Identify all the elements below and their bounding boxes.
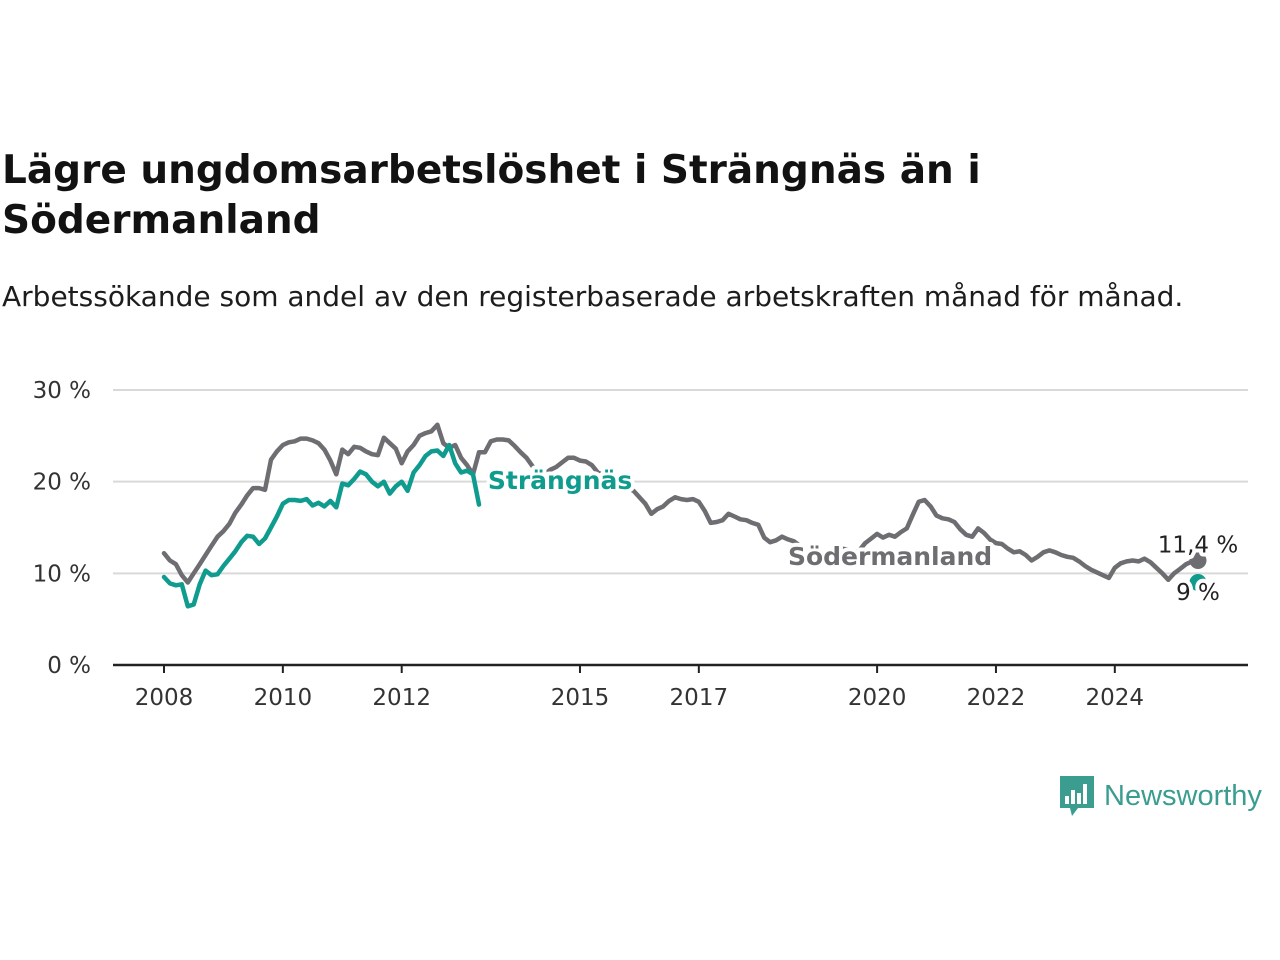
series-label-strangnas-halo: Strängnäs — [488, 466, 632, 495]
chart-title: Lägre ungdomsarbetslöshet i Strängnäs än… — [2, 148, 981, 243]
series-label-sodermanland: Södermanland — [788, 542, 992, 571]
newsworthy-brand: Newsworthy — [1058, 774, 1262, 818]
end-marker-strangnas — [1189, 574, 1207, 591]
newsworthy-wordmark: Newsworthy — [1104, 779, 1262, 812]
line-chart: SträngnäsSträngnäsSödermanlandSödermanla… — [33, 378, 1248, 711]
series-label-strangnas: Strängnäs — [488, 466, 632, 495]
end-marker-sodermanland — [1189, 552, 1207, 569]
y-tick-label: 30 % — [33, 378, 91, 404]
end-value-label-strangnas: 9 % — [1176, 580, 1220, 606]
series-label-sodermanland-halo: Södermanland — [788, 542, 992, 571]
x-tick-label: 2017 — [670, 685, 729, 711]
series-line-södermanland — [161, 422, 1201, 585]
x-tick-label: 2008 — [135, 685, 194, 711]
y-tick-label: 10 % — [33, 561, 91, 587]
series-line-strängnäs — [161, 442, 482, 609]
x-tick-label: 2012 — [372, 685, 431, 711]
end-value-label-sodermanland-halo: 11,4 % — [1158, 532, 1238, 558]
y-tick-label: 20 % — [33, 470, 91, 496]
newsworthy-logo-icon — [1060, 776, 1094, 816]
x-tick-label: 2010 — [254, 685, 313, 711]
x-tick-label: 2015 — [551, 685, 610, 711]
y-tick-label: 0 % — [47, 653, 91, 679]
x-tick-label: 2020 — [848, 685, 907, 711]
x-tick-label: 2024 — [1086, 685, 1145, 711]
end-value-label-sodermanland: 11,4 % — [1158, 532, 1238, 558]
chart-subtitle: Arbetssökande som andel av den registerb… — [2, 280, 1184, 313]
x-tick-label: 2022 — [967, 685, 1026, 711]
end-value-label-strangnas-halo: 9 % — [1176, 580, 1220, 606]
